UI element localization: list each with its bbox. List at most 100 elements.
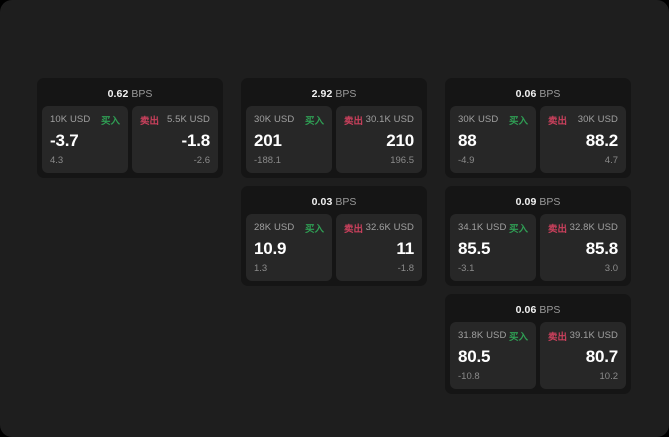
buy-action-tag[interactable]: 买入: [508, 223, 528, 235]
card-bps-header: 0.06 BPS: [450, 83, 626, 103]
side-header: 34.1K USD 买入: [458, 221, 528, 235]
buy-price: 10.9: [254, 239, 287, 258]
quote-card[interactable]: 0.62 BPS 10K USD 买入 -3.7 4.3 卖出 5.5K USD -1.8 -2.…: [37, 78, 223, 178]
quote-card[interactable]: 2.92 BPS 30K USD 买入 201 -188.1 卖出 30.1K USD 210 1…: [241, 78, 427, 178]
buy-size-label: 34.1K USD: [458, 222, 507, 233]
buy-side-panel[interactable]: 28K USD 买入 10.9 1.3: [246, 214, 332, 281]
buy-side-panel[interactable]: 30K USD 买入 88 -4.9: [450, 106, 536, 173]
bps-value: 0.62: [107, 88, 129, 100]
side-header: 卖出 30K USD: [548, 113, 618, 127]
sell-action-tag[interactable]: 卖出: [344, 115, 364, 127]
card-bps-header: 0.06 BPS: [450, 299, 626, 319]
card-sides: 31.8K USD 买入 80.5 -10.8 卖出 39.1K USD 80.7 10.2: [450, 322, 626, 389]
sell-size-label: 39.1K USD: [569, 330, 618, 341]
sell-side-panel[interactable]: 卖出 30.1K USD 210 196.5: [336, 106, 422, 173]
buy-action-tag[interactable]: 买入: [100, 115, 120, 127]
sell-delta: -2.6: [193, 155, 210, 166]
buy-delta: -3.1: [458, 263, 475, 274]
sell-side-panel[interactable]: 卖出 39.1K USD 80.7 10.2: [540, 322, 626, 389]
sell-action-tag[interactable]: 卖出: [548, 331, 568, 343]
side-header: 卖出 30.1K USD: [344, 113, 414, 127]
sell-delta: 3.0: [604, 263, 618, 274]
buy-action-tag[interactable]: 买入: [508, 115, 528, 127]
bps-value: 2.92: [311, 88, 333, 100]
quote-column-3: 0.06 BPS 30K USD 买入 88 -4.9 卖出 30K USD 88.2 4.7 0.…: [445, 78, 631, 394]
card-bps-header: 0.62 BPS: [42, 83, 218, 103]
side-header: 28K USD 买入: [254, 221, 324, 235]
side-header: 卖出 32.6K USD: [344, 221, 414, 235]
bps-unit-label: BPS: [539, 88, 561, 100]
buy-delta: 1.3: [254, 263, 268, 274]
bps-unit-label: BPS: [335, 196, 357, 208]
side-header: 卖出 39.1K USD: [548, 329, 618, 343]
quote-card[interactable]: 0.09 BPS 34.1K USD 买入 85.5 -3.1 卖出 32.8K USD 85.…: [445, 186, 631, 286]
bps-unit-label: BPS: [131, 88, 153, 100]
buy-size-label: 28K USD: [254, 222, 295, 233]
card-sides: 30K USD 买入 88 -4.9 卖出 30K USD 88.2 4.7: [450, 106, 626, 173]
quote-column-1: 0.62 BPS 10K USD 买入 -3.7 4.3 卖出 5.5K USD -1.8 -2.…: [37, 78, 223, 178]
card-sides: 28K USD 买入 10.9 1.3 卖出 32.6K USD 11 -1.8: [246, 214, 422, 281]
buy-delta: -4.9: [458, 155, 475, 166]
side-header: 30K USD 买入: [254, 113, 324, 127]
sell-action-tag[interactable]: 卖出: [548, 223, 568, 235]
bps-value: 0.09: [515, 196, 537, 208]
sell-price: 88.2: [585, 131, 618, 150]
bps-value: 0.03: [311, 196, 333, 208]
buy-action-tag[interactable]: 买入: [304, 115, 324, 127]
sell-delta: 10.2: [599, 371, 619, 382]
buy-price: 201: [254, 131, 282, 150]
sell-price: 85.8: [585, 239, 618, 258]
buy-price: 85.5: [458, 239, 491, 258]
card-sides: 10K USD 买入 -3.7 4.3 卖出 5.5K USD -1.8 -2.6: [42, 106, 218, 173]
bps-value: 0.06: [515, 304, 537, 316]
buy-size-label: 10K USD: [50, 114, 91, 125]
sell-action-tag[interactable]: 卖出: [344, 223, 364, 235]
buy-action-tag[interactable]: 买入: [304, 223, 324, 235]
sell-size-label: 5.5K USD: [166, 114, 210, 125]
bps-unit-label: BPS: [539, 196, 561, 208]
sell-price: 210: [386, 131, 414, 150]
sell-size-label: 32.6K USD: [365, 222, 414, 233]
sell-delta: -1.8: [397, 263, 414, 274]
card-sides: 30K USD 买入 201 -188.1 卖出 30.1K USD 210 196.5: [246, 106, 422, 173]
side-header: 卖出 5.5K USD: [140, 113, 210, 127]
quote-card[interactable]: 0.03 BPS 28K USD 买入 10.9 1.3 卖出 32.6K USD 11 -1.8: [241, 186, 427, 286]
buy-side-panel[interactable]: 31.8K USD 买入 80.5 -10.8: [450, 322, 536, 389]
sell-size-label: 30K USD: [577, 114, 618, 125]
sell-action-tag[interactable]: 卖出: [140, 115, 160, 127]
buy-size-label: 31.8K USD: [458, 330, 507, 341]
quote-card[interactable]: 0.06 BPS 31.8K USD 买入 80.5 -10.8 卖出 39.1K USD 80…: [445, 294, 631, 394]
buy-side-panel[interactable]: 10K USD 买入 -3.7 4.3: [42, 106, 128, 173]
buy-price: 88: [458, 131, 477, 150]
sell-side-panel[interactable]: 卖出 5.5K USD -1.8 -2.6: [132, 106, 218, 173]
sell-price: 11: [396, 239, 414, 258]
buy-side-panel[interactable]: 30K USD 买入 201 -188.1: [246, 106, 332, 173]
buy-size-label: 30K USD: [254, 114, 295, 125]
side-header: 卖出 32.8K USD: [548, 221, 618, 235]
sell-side-panel[interactable]: 卖出 30K USD 88.2 4.7: [540, 106, 626, 173]
buy-delta: -10.8: [458, 371, 480, 382]
sell-price: 80.7: [585, 347, 618, 366]
card-sides: 34.1K USD 买入 85.5 -3.1 卖出 32.8K USD 85.8 3.0: [450, 214, 626, 281]
sell-side-panel[interactable]: 卖出 32.6K USD 11 -1.8: [336, 214, 422, 281]
card-bps-header: 0.09 BPS: [450, 191, 626, 211]
sell-delta: 4.7: [604, 155, 618, 166]
buy-action-tag[interactable]: 买入: [508, 331, 528, 343]
sell-size-label: 32.8K USD: [569, 222, 618, 233]
side-header: 10K USD 买入: [50, 113, 120, 127]
sell-action-tag[interactable]: 卖出: [548, 115, 568, 127]
card-bps-header: 2.92 BPS: [246, 83, 422, 103]
side-header: 31.8K USD 买入: [458, 329, 528, 343]
bps-unit-label: BPS: [335, 88, 357, 100]
quote-column-2: 2.92 BPS 30K USD 买入 201 -188.1 卖出 30.1K USD 210 1…: [241, 78, 427, 286]
quote-board: 0.62 BPS 10K USD 买入 -3.7 4.3 卖出 5.5K USD -1.8 -2.…: [37, 78, 632, 394]
sell-side-panel[interactable]: 卖出 32.8K USD 85.8 3.0: [540, 214, 626, 281]
buy-side-panel[interactable]: 34.1K USD 买入 85.5 -3.1: [450, 214, 536, 281]
sell-size-label: 30.1K USD: [365, 114, 414, 125]
sell-price: -1.8: [181, 131, 211, 150]
quote-card[interactable]: 0.06 BPS 30K USD 买入 88 -4.9 卖出 30K USD 88.2 4.7: [445, 78, 631, 178]
bps-unit-label: BPS: [539, 304, 561, 316]
sell-delta: 196.5: [390, 155, 414, 166]
bps-value: 0.06: [515, 88, 537, 100]
